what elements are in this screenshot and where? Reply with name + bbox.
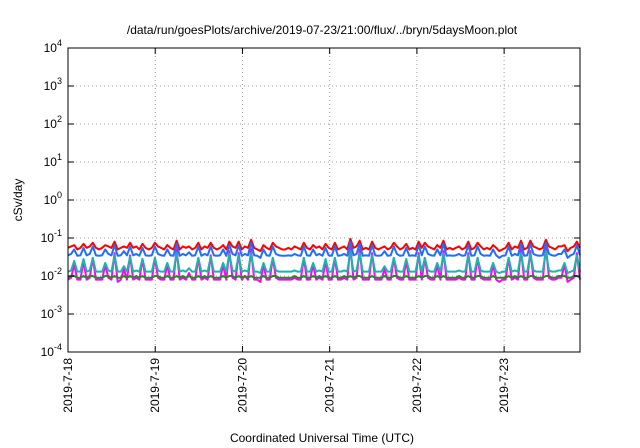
y-tick-label: 100 [44,190,62,207]
y-tick-base: 10 [44,79,58,93]
y-tick-exponent: -2 [54,266,62,276]
y-tick-exponent: -1 [54,228,62,238]
x-tick-label: 2019-7-23 [497,358,511,413]
y-tick-label: 10-1 [41,228,62,245]
y-tick-base: 10 [41,345,55,359]
y-tick-exponent: 3 [57,76,62,86]
series-line [67,275,581,279]
x-tick-label: 2019-7-21 [323,358,337,413]
y-tick-exponent: -4 [54,342,62,352]
grid-lines [67,47,580,353]
y-tick-base: 10 [44,193,58,207]
y-tick-exponent: 1 [57,152,62,162]
y-tick-label: 101 [44,152,62,169]
x-axis-title: Coordinated Universal Time (UTC) [230,431,414,445]
x-axis: 2019-7-18 2019-7-19 2019-7-20 2019-7-21 2019… [61,48,511,413]
y-tick-label: 104 [44,38,62,55]
x-tick-label: 2019-7-20 [235,358,249,413]
y-tick-exponent: 4 [57,38,62,48]
y-tick-base: 10 [41,269,55,283]
y-tick-label: 103 [44,76,62,93]
y-tick-base: 10 [44,155,58,169]
y-tick-label: 10-3 [41,304,62,321]
y-tick-label: 10-4 [41,342,62,359]
x-tick-label: 2019-7-22 [410,358,424,413]
x-tick-label: 2019-7-18 [61,358,75,413]
series-line [67,240,581,259]
y-tick-label: 10-2 [41,266,62,283]
series-line [67,250,581,274]
series-line [67,237,581,253]
chart-title: /data/run/goesPlots/archive/2019-07-23/2… [127,23,518,37]
y-tick-label: 102 [44,114,62,131]
y-tick-exponent: -3 [54,304,62,314]
x-tick-label: 2019-7-19 [148,358,162,413]
y-tick-base: 10 [41,307,55,321]
y-tick-exponent: 0 [57,190,62,200]
y-tick-base: 10 [41,231,55,245]
y-axis-title: cSv/day [11,179,25,222]
series-lines [67,237,581,283]
y-tick-base: 10 [44,117,58,131]
y-tick-base: 10 [44,41,58,55]
y-tick-exponent: 2 [57,114,62,124]
